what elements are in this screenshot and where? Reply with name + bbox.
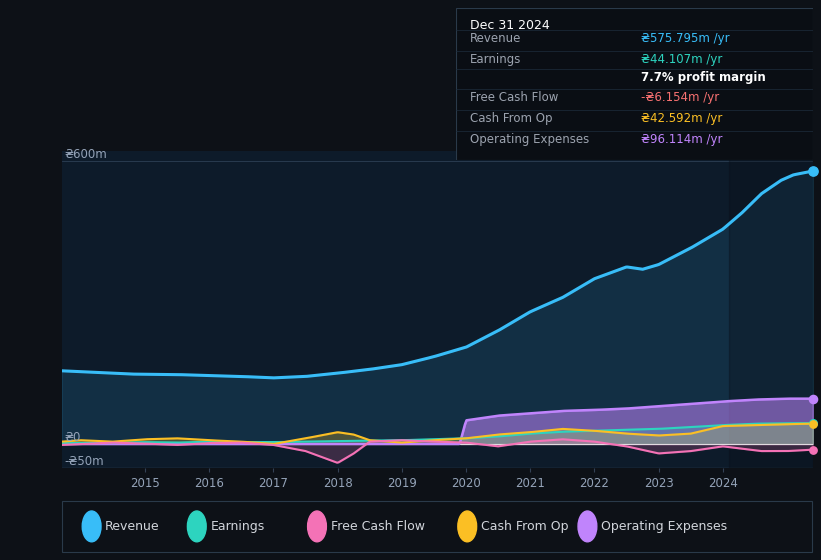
Text: Cash From Op: Cash From Op (470, 112, 553, 125)
Point (806, 166, 819, 175)
Text: Operating Expenses: Operating Expenses (470, 133, 589, 147)
Ellipse shape (187, 511, 206, 542)
Bar (729, 151, 813, 468)
Ellipse shape (458, 511, 477, 542)
Text: Free Cash Flow: Free Cash Flow (470, 91, 558, 104)
Text: -₴50m: -₴50m (65, 455, 104, 468)
Text: Revenue: Revenue (105, 520, 160, 533)
Text: ₴96.114m /yr: ₴96.114m /yr (641, 133, 722, 147)
Text: Revenue: Revenue (470, 32, 521, 45)
Text: Cash From Op: Cash From Op (481, 520, 568, 533)
Ellipse shape (308, 511, 327, 542)
Text: Earnings: Earnings (470, 53, 521, 66)
Point (806, 419, 819, 428)
Point (806, 419, 819, 428)
Text: Operating Expenses: Operating Expenses (601, 520, 727, 533)
Ellipse shape (578, 511, 597, 542)
Text: Earnings: Earnings (210, 520, 264, 533)
FancyBboxPatch shape (456, 8, 813, 160)
Text: Dec 31 2024: Dec 31 2024 (470, 19, 550, 32)
Text: -₴6.154m /yr: -₴6.154m /yr (641, 91, 720, 104)
Text: ₴0: ₴0 (65, 431, 81, 444)
Text: ₴44.107m /yr: ₴44.107m /yr (641, 53, 722, 66)
Text: ₴600m: ₴600m (65, 148, 108, 161)
Text: ₴575.795m /yr: ₴575.795m /yr (641, 32, 730, 45)
Text: 7.7% profit margin: 7.7% profit margin (641, 72, 766, 85)
Text: ₴42.592m /yr: ₴42.592m /yr (641, 112, 722, 125)
Point (806, 445, 819, 454)
Text: Free Cash Flow: Free Cash Flow (331, 520, 424, 533)
Ellipse shape (82, 511, 101, 542)
Point (806, 394, 819, 403)
